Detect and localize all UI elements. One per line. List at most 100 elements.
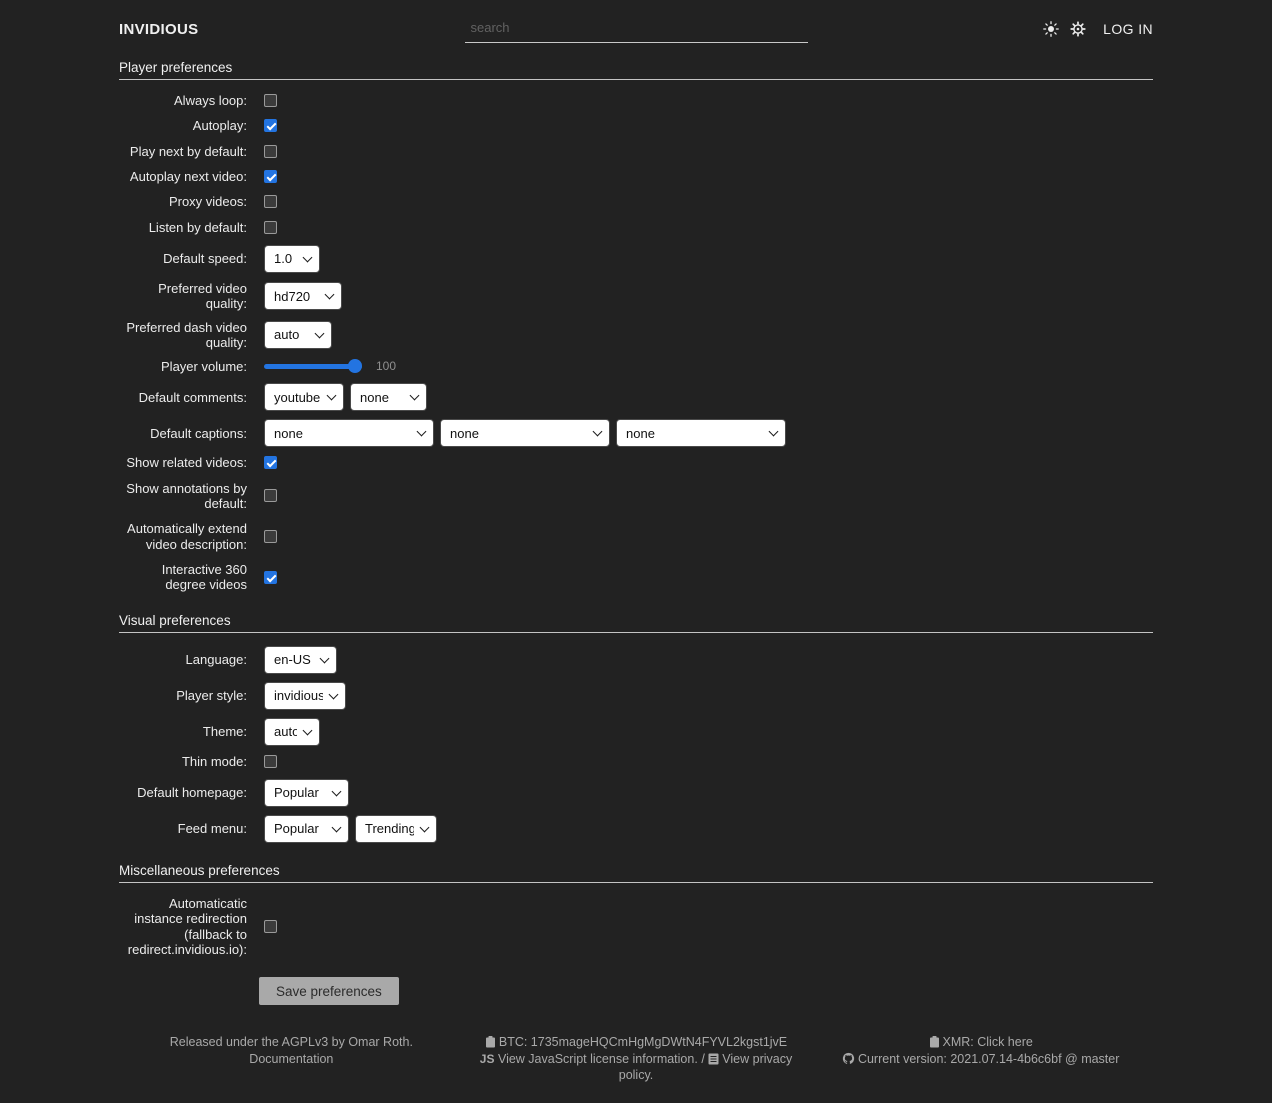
github-icon <box>842 1053 855 1065</box>
listen-by-default-checkbox[interactable] <box>264 220 277 234</box>
listen-by-default-label: Listen by default: <box>148 219 247 235</box>
pref-row-theme: Theme: auto <box>119 717 1153 746</box>
btc-address-link[interactable]: BTC: 1735mageHQCmHgMgDWtN4FYVL2kgst1jvE <box>498 1035 788 1050</box>
feed-menu-label: Feed menu: <box>177 821 247 837</box>
captions-third-select-wrap: none <box>616 419 786 448</box>
footer-version-column: XMR: Click here Current version: 2021.07… <box>808 1035 1153 1085</box>
pref-row-auto-redirect: Automaticatic instance redirection (fall… <box>119 896 1153 957</box>
captions-first-select-wrap: none <box>264 419 434 448</box>
footer-separator: / <box>701 1052 705 1067</box>
theme-label: Theme: <box>202 723 247 739</box>
pref-row-feed-menu: Feed menu: Popular Trending <box>119 814 1153 843</box>
documentation-link[interactable]: Documentation <box>249 1052 334 1067</box>
video-quality-label: Preferred video quality: <box>158 280 247 312</box>
autoplay-next-checkbox[interactable] <box>264 170 277 184</box>
default-comments-label: Default comments: <box>138 389 247 405</box>
captions-second-select[interactable]: none <box>440 419 610 448</box>
player-style-select-wrap: invidious <box>264 681 346 710</box>
page-footer: Released under the AGPLv3 by Omar Roth. … <box>119 1035 1153 1103</box>
pref-row-listen-by-default: Listen by default: <box>119 220 1153 235</box>
preferences-gear-icon[interactable] <box>1070 21 1086 37</box>
pref-row-proxy-videos: Proxy videos: <box>119 194 1153 209</box>
pref-row-extend-description: Automatically extend video description: <box>119 521 1153 552</box>
dash-quality-select[interactable]: auto <box>264 320 332 349</box>
autoplay-next-label: Autoplay next video: <box>129 168 247 184</box>
player-volume-value: 100 <box>376 359 397 374</box>
comments-primary-select-wrap: youtube <box>264 383 344 412</box>
player-style-select[interactable]: invidious <box>264 681 346 710</box>
page-container: INVIDIOUS <box>119 14 1153 1103</box>
player-style-label: Player style: <box>176 687 247 703</box>
pref-row-dash-quality: Preferred dash video quality: auto <box>119 320 1153 351</box>
document-icon <box>708 1053 719 1065</box>
pref-row-360-videos: Interactive 360 degree videos <box>119 562 1153 593</box>
clipboard-icon <box>929 1036 939 1048</box>
xmr-link[interactable]: XMR: Click here <box>942 1035 1033 1050</box>
pref-row-player-volume: Player volume: 100 <box>119 358 1153 374</box>
save-preferences-button[interactable]: Save preferences <box>259 977 399 1006</box>
js-license-link[interactable]: View JavaScript license information. <box>497 1052 698 1067</box>
navbar-center <box>464 15 808 43</box>
default-speed-label: Default speed: <box>163 251 247 267</box>
auto-redirect-label: Automaticatic instance redirection (fall… <box>127 895 247 957</box>
footer-donate-column: BTC: 1735mageHQCmHgMgDWtN4FYVL2kgst1jvE … <box>464 1035 809 1085</box>
comments-fallback-select[interactable]: none <box>350 383 427 412</box>
proxy-videos-checkbox[interactable] <box>264 195 277 209</box>
default-speed-select[interactable]: 1.0 <box>264 244 320 273</box>
feed-menu-second-select[interactable]: Trending <box>355 814 437 843</box>
section-divider <box>119 881 1153 883</box>
invidious-logo[interactable]: INVIDIOUS <box>119 20 199 38</box>
autoplay-label: Autoplay: <box>192 118 247 134</box>
always-loop-checkbox[interactable] <box>264 94 277 108</box>
extend-description-checkbox[interactable] <box>264 530 277 544</box>
visual-preferences-title: Visual preferences <box>119 612 231 628</box>
misc-preferences-title: Miscellaneous preferences <box>119 862 280 878</box>
pref-row-always-loop: Always loop: <box>119 93 1153 108</box>
pref-row-default-speed: Default speed: 1.0 <box>119 244 1153 273</box>
search-input[interactable] <box>464 15 808 43</box>
theme-toggle-sun-icon[interactable] <box>1043 21 1059 37</box>
default-speed-select-wrap: 1.0 <box>264 244 320 273</box>
captions-second-select-wrap: none <box>440 419 610 448</box>
extend-description-label: Automatically extend video description: <box>127 521 247 552</box>
play-next-checkbox[interactable] <box>264 144 277 158</box>
interactive-360-checkbox[interactable] <box>264 570 277 584</box>
log-in-link[interactable]: LOG IN <box>1103 21 1153 37</box>
js-badge: JS <box>479 1052 495 1067</box>
annotations-checkbox[interactable] <box>264 489 277 503</box>
pref-row-annotations: Show annotations by default: <box>119 481 1153 512</box>
play-next-label: Play next by default: <box>129 143 247 159</box>
homepage-select-wrap: Popular <box>264 778 349 807</box>
language-label: Language: <box>185 651 247 667</box>
default-homepage-label: Default homepage: <box>137 785 247 801</box>
pref-row-related-videos: Show related videos: <box>119 455 1153 470</box>
captions-third-select[interactable]: none <box>616 419 786 448</box>
proxy-videos-label: Proxy videos: <box>168 194 247 210</box>
pref-row-language: Language: en-US <box>119 645 1153 674</box>
captions-first-select[interactable]: none <box>264 419 434 448</box>
related-videos-checkbox[interactable] <box>264 456 277 470</box>
comments-primary-select[interactable]: youtube <box>264 383 344 412</box>
pref-row-default-captions: Default captions: none none none <box>119 419 1153 448</box>
default-captions-label: Default captions: <box>150 425 247 441</box>
language-select[interactable]: en-US <box>264 645 337 674</box>
homepage-select[interactable]: Popular <box>264 778 349 807</box>
theme-select[interactable]: auto <box>264 717 320 746</box>
language-select-wrap: en-US <box>264 645 337 674</box>
top-navbar: INVIDIOUS <box>119 14 1153 44</box>
autoplay-checkbox[interactable] <box>264 119 277 133</box>
feed-menu-first-select-wrap: Popular <box>264 814 349 843</box>
feed-menu-first-select[interactable]: Popular <box>264 814 349 843</box>
thin-mode-label: Thin mode: <box>181 753 247 769</box>
section-divider <box>119 79 1153 80</box>
pref-row-autoplay: Autoplay: <box>119 118 1153 133</box>
pref-row-player-style: Player style: invidious <box>119 681 1153 710</box>
player-volume-slider[interactable] <box>264 359 362 374</box>
thin-mode-checkbox[interactable] <box>264 754 277 768</box>
pref-row-default-comments: Default comments: youtube none <box>119 383 1153 412</box>
video-quality-select[interactable]: hd720 <box>264 282 342 311</box>
current-version-link[interactable]: Current version: 2021.07.14-4b6c6bf @ ma… <box>857 1052 1120 1067</box>
footer-license-column: Released under the AGPLv3 by Omar Roth. … <box>119 1035 464 1085</box>
related-videos-label: Show related videos: <box>126 455 247 471</box>
auto-redirect-checkbox[interactable] <box>264 920 277 934</box>
